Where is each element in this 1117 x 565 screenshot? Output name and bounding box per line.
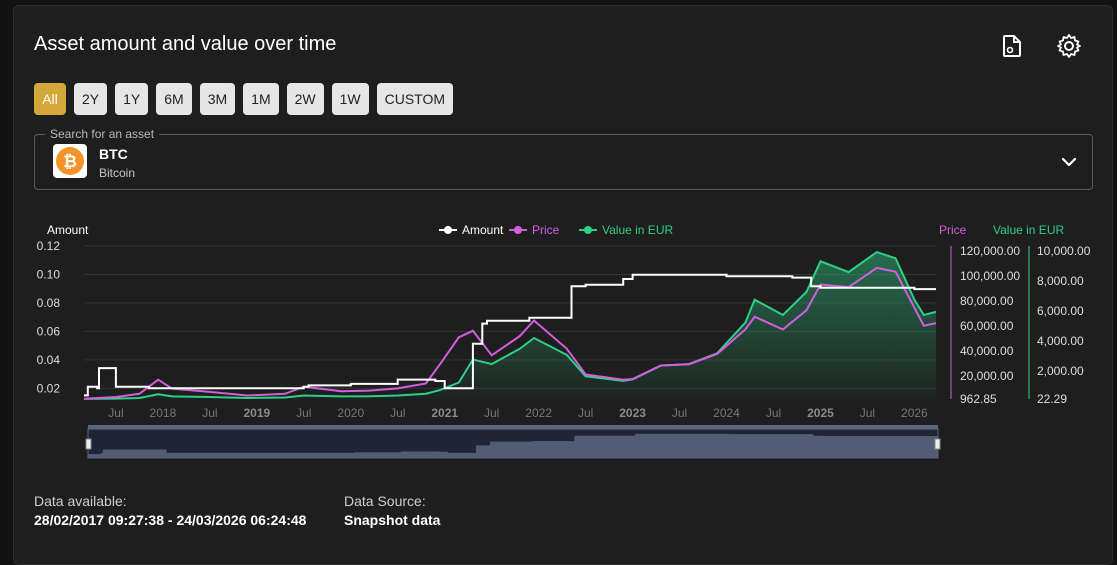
x-tick-label: Jul [766, 406, 781, 420]
data-available-info: Data available: 28/02/2017 09:27:38 - 24… [34, 493, 306, 528]
x-tick-label: 2018 [150, 406, 177, 420]
range-button-1m[interactable]: 1M [243, 83, 278, 115]
chevron-down-icon[interactable] [1060, 153, 1078, 171]
range-button-1y[interactable]: 1Y [115, 83, 148, 115]
export-file-button[interactable] [999, 33, 1025, 59]
asset-name: Bitcoin [99, 166, 135, 180]
range-button-all[interactable]: All [34, 83, 66, 115]
x-tick-label: 2023 [619, 406, 646, 420]
value-tick-label: 10,000.00 [1037, 244, 1091, 258]
x-tick-label: 2022 [525, 406, 552, 420]
range-button-3m[interactable]: 3M [200, 83, 235, 115]
amount-axis-title: Amount [47, 223, 89, 237]
range-button-1w[interactable]: 1W [332, 83, 369, 115]
x-tick-label: 2025 [807, 406, 834, 420]
price-tick-label: 40,000.00 [960, 344, 1014, 358]
amount-tick-label: 0.08 [37, 296, 61, 310]
bitcoin-logo: ₿ [53, 144, 87, 178]
x-tick-label: Jul [578, 406, 593, 420]
file-settings-icon [999, 33, 1025, 59]
value-tick-label: 22.29 [1037, 392, 1067, 406]
legend-item: Value in EUR [602, 223, 673, 237]
price-tick-label: 20,000.00 [960, 369, 1014, 383]
x-tick-label: 2020 [337, 406, 364, 420]
data-source-label: Data Source: [344, 493, 440, 509]
navigator-handle-right [935, 439, 940, 449]
value-axis-title: Value in EUR [993, 223, 1064, 237]
settings-button[interactable] [1056, 33, 1082, 59]
amount-tick-label: 0.06 [37, 324, 61, 338]
price-tick-label: 60,000.00 [960, 319, 1014, 333]
x-tick-label: Jul [672, 406, 687, 420]
card-title: Asset amount and value over time [34, 33, 336, 56]
asset-search-select[interactable]: Search for an asset ₿ BTC Bitcoin [34, 134, 1093, 190]
x-tick-label: 2019 [243, 406, 270, 420]
price-tick-label: 120,000.00 [960, 244, 1020, 258]
value-tick-label: 4,000.00 [1037, 334, 1084, 348]
x-tick-label: 2026 [901, 406, 928, 420]
amount-tick-label: 0.02 [37, 381, 61, 395]
gear-icon [1056, 33, 1082, 59]
legend-swatch-dot [514, 226, 522, 234]
value-tick-label: 2,000.00 [1037, 364, 1084, 378]
x-tick-label: Jul [296, 406, 311, 420]
range-button-6m[interactable]: 6M [156, 83, 191, 115]
price-tick-label: 100,000.00 [960, 269, 1020, 283]
asset-symbol: BTC [99, 146, 128, 162]
range-button-2y[interactable]: 2Y [74, 83, 107, 115]
data-source-value: Snapshot data [344, 512, 440, 528]
price-tick-label: 80,000.00 [960, 294, 1014, 308]
navigator-handle-left [86, 439, 91, 449]
asset-search-legend: Search for an asset [45, 127, 159, 141]
amount-tick-label: 0.10 [37, 267, 61, 281]
price-axis-title: Price [939, 223, 967, 237]
legend-swatch-dot [584, 226, 592, 234]
x-tick-label: Jul [390, 406, 405, 420]
amount-tick-label: 0.04 [37, 353, 61, 367]
range-button-2w[interactable]: 2W [287, 83, 324, 115]
data-available-label: Data available: [34, 493, 306, 509]
navigator-scrollbar [88, 425, 938, 429]
range-button-custom[interactable]: CUSTOM [377, 83, 453, 115]
x-tick-label: 2024 [713, 406, 740, 420]
x-tick-label: 2021 [431, 406, 458, 420]
legend-item: Amount [462, 223, 504, 237]
value-tick-label: 8,000.00 [1037, 274, 1084, 288]
x-tick-label: Jul [202, 406, 217, 420]
x-tick-label: Jul [108, 406, 123, 420]
legend-item: Price [532, 223, 560, 237]
legend-swatch-dot [444, 226, 452, 234]
bitcoin-logo-glyph: ₿ [63, 152, 77, 172]
data-available-value: 28/02/2017 09:27:38 - 24/03/2026 06:24:4… [34, 512, 306, 528]
price-tick-label: 962.85 [960, 392, 997, 406]
amount-tick-label: 0.12 [37, 239, 61, 253]
value-tick-label: 6,000.00 [1037, 304, 1084, 318]
x-tick-label: Jul [484, 406, 499, 420]
asset-line-chart: Amount 0.12 0.10 0.08 0.06 0.04 0.02 Price Value… [14, 211, 1104, 471]
data-source-info: Data Source: Snapshot data [344, 493, 440, 528]
x-tick-label: Jul [860, 406, 875, 420]
